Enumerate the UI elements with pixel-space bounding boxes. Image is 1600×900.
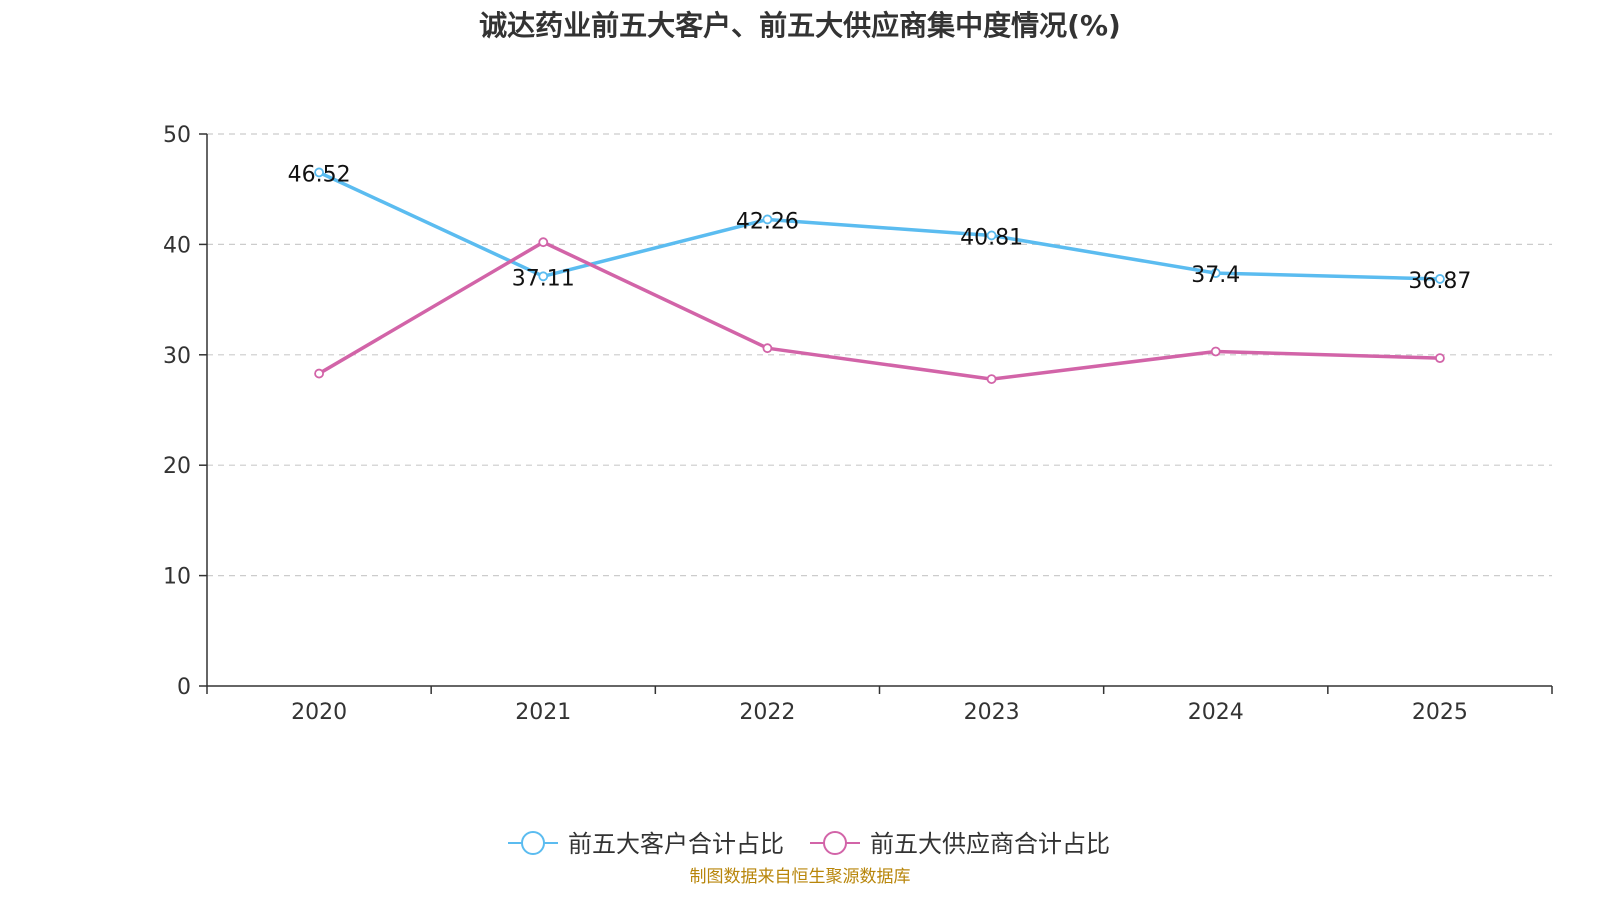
- legend-label: 前五大客户合计占比: [568, 830, 784, 858]
- chart-title: 诚达药业前五大客户、前五大供应商集中度情况(%): [479, 9, 1121, 42]
- data-label: 37.4: [1191, 263, 1240, 288]
- legend-swatch-marker[interactable]: [521, 831, 545, 855]
- y-tick-label: 20: [163, 454, 191, 479]
- series-line-1: [318, 170, 1440, 281]
- series-line-2: [318, 240, 1440, 381]
- data-point[interactable]: [762, 214, 773, 225]
- data-label: 36.87: [1408, 269, 1471, 294]
- data-label: 42.26: [736, 209, 799, 234]
- data-label: 40.81: [960, 225, 1023, 250]
- data-label: 37.11: [512, 266, 575, 291]
- data-point[interactable]: [986, 230, 997, 241]
- x-tick-label: 2022: [739, 700, 795, 725]
- y-tick-label: 30: [163, 344, 191, 369]
- x-tick-label: 2023: [964, 700, 1020, 725]
- data-label: 46.52: [288, 162, 351, 187]
- x-tick-label: 2021: [515, 700, 571, 725]
- data-point[interactable]: [762, 343, 773, 354]
- data-point[interactable]: [1210, 268, 1221, 279]
- x-tick-label: 2024: [1188, 700, 1244, 725]
- data-point[interactable]: [1435, 274, 1445, 284]
- x-tick-label: 2020: [291, 700, 347, 725]
- legend-swatch-marker[interactable]: [823, 831, 847, 855]
- data-point[interactable]: [1210, 346, 1221, 357]
- y-tick-label: 10: [163, 565, 191, 590]
- legend-label: 前五大供应商合计占比: [870, 830, 1110, 858]
- y-tick-label: 50: [163, 123, 191, 148]
- source-note: 制图数据来自恒生聚源数据库: [689, 867, 911, 887]
- data-point[interactable]: [986, 374, 997, 384]
- data-point[interactable]: [314, 368, 324, 379]
- y-tick-label: 40: [163, 233, 191, 258]
- data-point[interactable]: [314, 167, 324, 178]
- y-tick-label: 0: [177, 675, 191, 700]
- data-point[interactable]: [1435, 353, 1445, 364]
- data-point[interactable]: [538, 271, 549, 282]
- data-point[interactable]: [538, 237, 549, 248]
- x-tick-label: 2025: [1412, 700, 1468, 725]
